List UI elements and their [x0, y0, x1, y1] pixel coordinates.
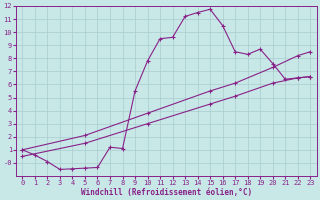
X-axis label: Windchill (Refroidissement éolien,°C): Windchill (Refroidissement éolien,°C) — [81, 188, 252, 197]
